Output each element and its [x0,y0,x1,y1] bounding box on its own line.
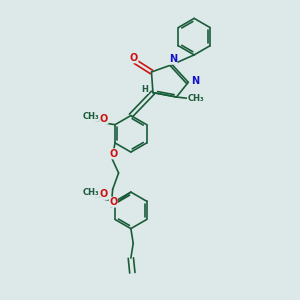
Text: CH₃: CH₃ [187,94,204,103]
Text: H: H [141,85,148,94]
Text: methoxy: methoxy [88,116,94,117]
Text: CH₃: CH₃ [82,112,99,121]
Text: N: N [169,54,177,64]
Text: CH₃: CH₃ [82,188,99,197]
Text: O: O [100,114,108,124]
Text: O: O [109,197,117,207]
Text: O: O [130,53,138,63]
Text: N: N [191,76,199,86]
Text: O: O [100,190,108,200]
Text: O: O [110,149,118,159]
